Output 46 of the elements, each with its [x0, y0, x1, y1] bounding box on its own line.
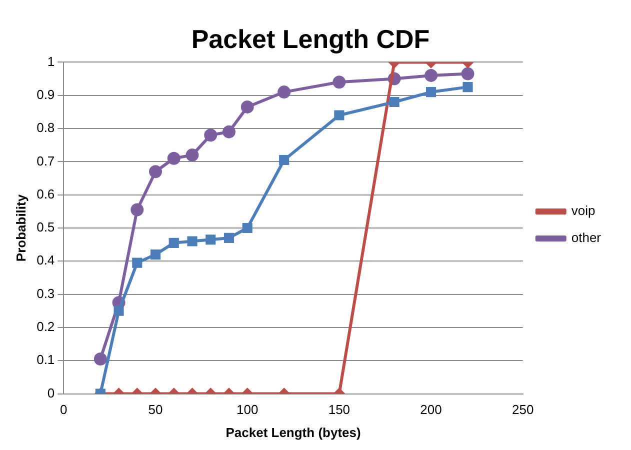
y-tick-label: 0.6 [36, 186, 55, 202]
point [462, 82, 473, 92]
point [149, 165, 162, 178]
point [150, 249, 161, 260]
point [426, 87, 436, 98]
point [114, 306, 124, 316]
y-axis-title: Probability [13, 194, 28, 262]
y-tick-label: 1 [47, 54, 55, 69]
x-axis-title: Packet Length (bytes) [226, 424, 361, 440]
y-tick-label: 0.4 [36, 252, 55, 268]
point [279, 154, 290, 166]
x-tick-label: 200 [420, 402, 442, 418]
point [187, 236, 198, 246]
y-tick-label: 0.8 [36, 120, 55, 136]
point [168, 238, 179, 248]
y-tick-label: 0.7 [36, 153, 55, 168]
legend-label: other [571, 230, 602, 246]
point [242, 222, 252, 234]
point [206, 234, 216, 245]
point [240, 100, 254, 114]
y-tick-label: 0.3 [36, 286, 55, 301]
point [167, 152, 180, 165]
point [224, 232, 234, 243]
x-tick-label: 0 [60, 402, 68, 418]
y-tick-label: 0.5 [36, 220, 55, 235]
point [204, 128, 218, 142]
point [130, 203, 144, 216]
chart-title: Packet Length CDF [191, 24, 430, 54]
x-tick-label: 150 [328, 402, 350, 418]
x-tick-label: 50 [148, 402, 163, 418]
point [332, 76, 346, 89]
legend-label: voip [571, 203, 596, 218]
point [278, 86, 291, 99]
x-tick-label: 100 [236, 402, 258, 418]
point [132, 258, 142, 268]
point [222, 125, 236, 138]
point [461, 67, 474, 80]
y-tick-label: 0.2 [36, 319, 55, 334]
point [186, 148, 199, 162]
point [334, 110, 344, 120]
point [389, 96, 400, 108]
y-tick-label: 0.9 [36, 86, 55, 102]
point [424, 68, 438, 82]
y-tick-label: 0 [47, 385, 55, 400]
y-tick-label: 0.1 [36, 352, 55, 368]
x-tick-label: 250 [512, 402, 534, 418]
